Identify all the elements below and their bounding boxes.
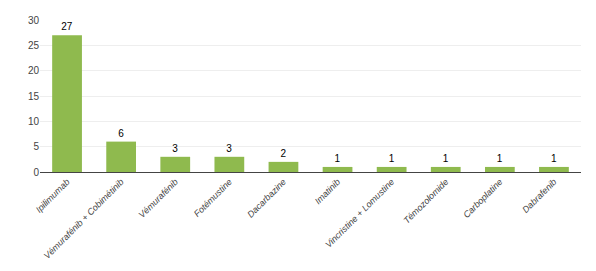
svg-text:2: 2	[280, 148, 286, 159]
svg-text:Témozolomide: Témozolomide	[402, 177, 451, 226]
svg-text:1: 1	[551, 153, 557, 164]
svg-text:Vincristine + Lomustine: Vincristine + Lomustine	[323, 177, 396, 250]
svg-text:3: 3	[172, 143, 178, 154]
svg-text:15: 15	[28, 91, 40, 102]
svg-text:5: 5	[33, 141, 39, 152]
svg-text:1: 1	[389, 153, 395, 164]
svg-text:Dacarbazine: Dacarbazine	[245, 177, 288, 220]
svg-text:Ipilimumab: Ipilimumab	[34, 177, 72, 215]
svg-text:Vémurafénib: Vémurafénib	[137, 177, 180, 220]
svg-text:Dabrafenib: Dabrafenib	[520, 177, 558, 215]
svg-text:1: 1	[497, 153, 503, 164]
svg-text:30: 30	[28, 15, 40, 26]
svg-text:0: 0	[33, 167, 39, 178]
svg-text:1: 1	[335, 153, 341, 164]
svg-text:25: 25	[28, 40, 40, 51]
svg-text:6: 6	[118, 128, 124, 139]
svg-text:10: 10	[28, 116, 40, 127]
svg-text:1: 1	[443, 153, 449, 164]
svg-text:27: 27	[61, 21, 73, 32]
svg-text:Carboplatine: Carboplatine	[461, 177, 504, 220]
svg-text:Fotémustine: Fotémustine	[192, 177, 234, 219]
svg-text:3: 3	[226, 143, 232, 154]
svg-text:Imatinib: Imatinib	[313, 177, 342, 206]
svg-text:20: 20	[28, 65, 40, 76]
svg-text:Vémurafénib + Cobimétinib: Vémurafénib + Cobimétinib	[42, 177, 126, 261]
